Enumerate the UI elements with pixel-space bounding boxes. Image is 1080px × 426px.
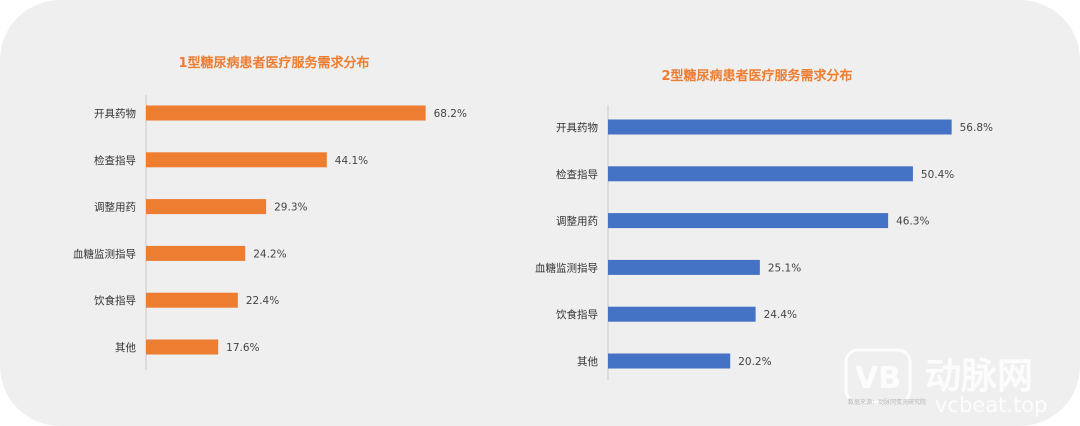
chart-left-bar [146,105,426,121]
chart-left-category-label: 血糖监测指导 [73,247,136,260]
chart-right-title: 2型糖尿病患者医疗服务需求分布 [661,68,852,84]
chart-left-bar [146,245,246,261]
chart-left-bar [146,199,267,215]
chart-left-value-label: 22.4% [246,295,279,307]
chart-right-bar [608,166,913,182]
chart-right-category-label: 开具药物 [556,121,598,134]
chart-right-bar [608,353,731,369]
chart-left-bar [146,152,327,168]
chart-right-bar [608,259,760,275]
chart-right-category-label: 检查指导 [556,168,598,181]
chart-left-value-label: 29.3% [274,202,307,214]
chart-right-category-label: 调整用药 [556,215,598,228]
chart-left-bar [146,339,219,355]
chart-right-bar [608,306,756,322]
chart-left-value-label: 68.2% [434,108,467,120]
chart-left-category-label: 检查指导 [94,154,136,167]
watermark-logo-text: 动脉网 [925,356,1033,397]
watermark-url: vcbeat.top [935,393,1047,417]
chart-left-category-label: 开具药物 [94,107,136,120]
chart-right-value-label: 25.1% [768,262,801,274]
chart-right-value-label: 46.3% [896,216,929,228]
chart-right-value-label: 50.4% [921,169,954,181]
chart-left-value-label: 24.2% [253,248,286,260]
chart-left-category-label: 调整用药 [94,201,136,214]
chart-right-value-label: 20.2% [738,356,771,368]
watermark-logo-letters: VB [855,361,901,396]
chart-right-value-label: 56.8% [960,122,993,134]
chart-left-bar [146,292,238,308]
chart-right-marks: 开具药物 56.8% 检查指导 50.4% 调整用药 46.3% 血糖监测指导 25.1% 饮食… [535,119,993,369]
chart-left-category-label: 饮食指导 [94,294,136,307]
chart-right-bar [608,213,889,229]
chart-left-value-label: 44.1% [335,155,368,167]
watermark-source-note: 数据来源：动脉网蛋壳研究院 [848,398,926,406]
chart-right-bar [608,119,952,135]
watermark-logo-mark: VB [844,348,912,404]
chart-left-value-label: 17.6% [226,342,259,354]
chart-right: 2型糖尿病患者医疗服务需求分布 开具药物 56.8% 检查指导 50.4% 调整用药 46… [535,68,993,380]
chart-left-category-label: 其他 [115,341,136,354]
chart-right-value-label: 24.4% [764,309,797,321]
chart-right-category-label: 饮食指导 [556,308,598,321]
watermark: VB 动脉网 vcbeat.top 数据来源：动脉网蛋壳研究院 [844,348,1047,417]
chart-left: 1型糖尿病患者医疗服务需求分布 开具药物 68.2% 检查指导 44.1% 调整用药 29… [73,55,467,370]
chart-right-category-label: 血糖监测指导 [535,261,598,274]
chart-right-category-label: 其他 [577,355,598,368]
chart-left-marks: 开具药物 68.2% 检查指导 44.1% 调整用药 29.3% 血糖监测指导 24.2% 饮食… [73,105,467,355]
chart-left-title: 1型糖尿病患者医疗服务需求分布 [178,55,369,71]
